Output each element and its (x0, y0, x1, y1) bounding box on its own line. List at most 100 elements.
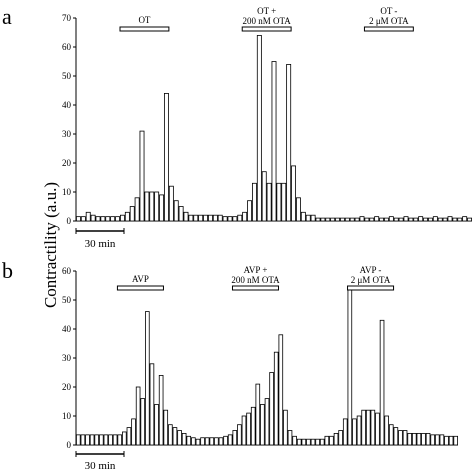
bar (186, 435, 192, 446)
bar (393, 217, 399, 222)
bar (413, 217, 419, 222)
panel-letter-b: b (2, 258, 13, 283)
treatment-label: AVP + (244, 265, 268, 275)
bar (177, 430, 182, 446)
y-tick-label: 10 (62, 411, 72, 421)
bar (154, 191, 160, 222)
bar (178, 206, 184, 222)
bar (398, 217, 404, 222)
treatment-bar (119, 26, 170, 32)
panel-a-chart: 0 10 20 30 40 50 60 70 OT OT +200 nM OTA OT -2 μM … (62, 6, 472, 250)
bar (379, 217, 384, 222)
bar (149, 191, 155, 222)
bar (90, 214, 96, 222)
bar (370, 409, 376, 446)
treatment-bar (231, 285, 280, 291)
bar (207, 214, 213, 222)
bar (108, 434, 113, 446)
bar (347, 287, 353, 446)
bar (212, 214, 218, 222)
bar (329, 435, 334, 446)
treatment-label: OT + (257, 6, 276, 16)
bar (398, 430, 403, 446)
bar (439, 434, 445, 446)
bar (120, 214, 125, 222)
bar (129, 206, 135, 222)
y-tick-label: 20 (62, 158, 72, 168)
bar (330, 217, 336, 222)
bar (173, 200, 179, 222)
bar (333, 432, 339, 446)
bar (139, 130, 145, 222)
bar (223, 435, 228, 446)
bar (292, 435, 297, 446)
bar (310, 438, 316, 446)
bar (198, 214, 204, 222)
bar (388, 424, 394, 446)
treatment-label-concentration: 2 μM OTA (351, 275, 391, 285)
bar (232, 430, 238, 446)
bar (356, 415, 362, 446)
bar (195, 438, 201, 446)
bar (209, 437, 215, 446)
bar (295, 197, 301, 222)
bar (110, 216, 116, 222)
y-tick-label: 20 (62, 382, 72, 392)
bar (99, 434, 104, 446)
bar (423, 217, 428, 222)
bar (393, 427, 399, 446)
bar (278, 334, 284, 446)
treatment-bar (241, 26, 292, 32)
bar (453, 435, 458, 446)
bar (255, 383, 261, 446)
bar (232, 216, 238, 222)
bar (315, 217, 321, 222)
bar (359, 216, 365, 222)
bar (364, 217, 370, 222)
bar (300, 211, 306, 222)
bar (264, 398, 270, 446)
bar (112, 434, 118, 446)
bar (117, 434, 123, 446)
bar (291, 165, 296, 222)
bar (251, 182, 257, 222)
bar (261, 171, 267, 222)
treatment-label: OT (138, 15, 150, 25)
bar (388, 216, 394, 222)
bar (144, 191, 150, 222)
bar (273, 351, 279, 446)
bar (374, 216, 380, 222)
bar (204, 437, 210, 446)
scale-bar-label: 30 min (85, 460, 116, 472)
bar (250, 406, 256, 446)
bar (467, 217, 472, 222)
treatment-bar (363, 26, 414, 32)
treatment-label-concentration: 200 nM OTA (231, 275, 280, 285)
y-tick-label: 60 (62, 266, 72, 276)
bar (241, 415, 247, 446)
bar (163, 93, 169, 222)
bar (296, 438, 302, 446)
bar (287, 430, 293, 446)
treatment-label-concentration: 200 nM OTA (243, 16, 292, 26)
bar (222, 216, 228, 222)
bar (411, 432, 417, 446)
treatment-bar (347, 285, 395, 291)
bar (448, 435, 454, 446)
bar (301, 438, 307, 446)
bar (218, 437, 224, 446)
bar (457, 217, 463, 222)
bar (122, 431, 127, 446)
bar (168, 424, 173, 446)
bar (227, 216, 233, 222)
bar (383, 217, 389, 222)
bar (344, 217, 350, 222)
bar (94, 434, 100, 446)
bar (430, 434, 435, 446)
bar (324, 435, 330, 446)
bar (306, 438, 311, 446)
bar (193, 214, 199, 222)
y-tick-label: 30 (62, 353, 72, 363)
bar (349, 217, 355, 222)
